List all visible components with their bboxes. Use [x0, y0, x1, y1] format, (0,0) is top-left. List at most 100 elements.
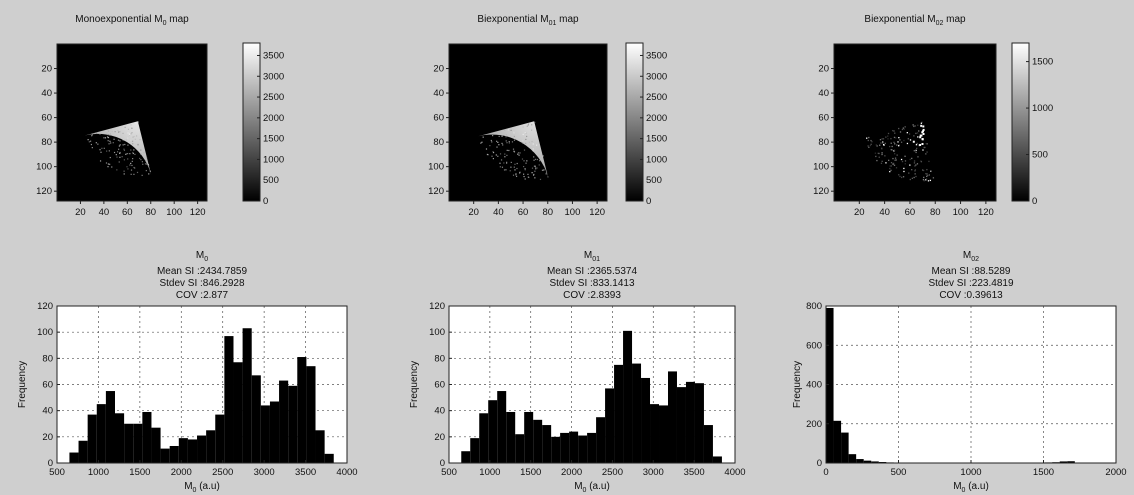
- histogram-x-axis-label-subscript: 0: [193, 487, 197, 494]
- map-pixel: [527, 124, 529, 126]
- map-pixel: [517, 153, 519, 155]
- map-pixel: [532, 148, 534, 150]
- map-pixel: [107, 136, 110, 139]
- histogram-y-tick-label: 400: [806, 380, 822, 391]
- map-pixel: [922, 179, 925, 181]
- map-pixel: [137, 143, 139, 146]
- map-pixel: [103, 137, 105, 139]
- map-pixel: [99, 148, 101, 151]
- map-pixel: [902, 127, 905, 129]
- map-pixel: [915, 149, 917, 152]
- map-pixel: [535, 144, 538, 146]
- map-pixel: [926, 175, 928, 178]
- map-title-base: Monoexponential M: [75, 14, 162, 25]
- histogram-bar: [269, 401, 280, 463]
- map-pixel: [127, 132, 129, 134]
- map-pixel: [915, 132, 917, 135]
- map-pixel: [500, 159, 503, 161]
- map-pixel: [909, 178, 911, 181]
- map-pixel: [867, 145, 869, 147]
- map-x-tick-label: 40: [493, 207, 504, 218]
- map-y-tick-label: 100: [36, 162, 52, 173]
- map-pixel: [106, 150, 108, 152]
- map-pixel: [107, 140, 109, 142]
- map-pixel: [519, 171, 521, 173]
- histogram-bar: [96, 404, 106, 463]
- map-pixel: [135, 135, 138, 137]
- map-pixel: [526, 135, 528, 137]
- histogram-bar: [461, 451, 471, 463]
- map-pixel: [890, 142, 892, 144]
- map-pixel: [127, 152, 129, 155]
- histogram-x-tick-label: 1000: [88, 467, 109, 478]
- map-pixel: [492, 151, 495, 154]
- map-pixel: [526, 160, 528, 162]
- map-pixel: [889, 170, 891, 173]
- map-x-tick-label: 100: [166, 207, 182, 218]
- map-pixel: [141, 161, 143, 163]
- map-pixel: [913, 125, 915, 128]
- map-pixel: [894, 157, 897, 159]
- map-pixel: [122, 139, 124, 141]
- map-pixel: [884, 142, 887, 145]
- colorbar-tick-label: 0: [646, 196, 651, 207]
- map-pixel: [881, 152, 883, 154]
- map-pixel: [106, 136, 109, 138]
- map-image: [834, 44, 996, 201]
- map-x-tick-label: 100: [953, 207, 969, 218]
- map-x-tick-label: 40: [879, 207, 890, 218]
- map-pixel-bright: [921, 131, 924, 134]
- map-pixel-bright: [919, 143, 922, 146]
- map-pixel: [911, 169, 913, 171]
- map-pixel: [140, 149, 142, 151]
- map-pixel: [536, 158, 538, 161]
- histogram-bar: [542, 425, 552, 463]
- map-pixel: [895, 167, 898, 169]
- histogram-stat-line: Mean SI :88.5289: [932, 266, 1011, 277]
- map-pixel: [915, 151, 917, 154]
- map-pixel: [533, 156, 535, 158]
- map-pixel: [534, 158, 537, 160]
- map-pixel: [531, 167, 534, 169]
- map-pixel: [513, 166, 515, 168]
- map-pixel: [888, 159, 890, 161]
- map-pixel: [119, 144, 121, 146]
- map-pixel: [128, 134, 130, 136]
- map-y-tick-label: 120: [813, 186, 829, 197]
- map-x-tick-label: 20: [75, 207, 86, 218]
- colorbar-tick-label: 1500: [263, 134, 284, 145]
- map-pixel: [99, 133, 101, 135]
- histogram-title-subscript: 01: [592, 256, 600, 263]
- histogram-y-tick-label: 120: [37, 301, 53, 312]
- map-pixel: [922, 169, 925, 172]
- histogram-bar: [260, 405, 270, 463]
- colorbar-tick-label: 1000: [1032, 103, 1053, 114]
- histogram-bar: [69, 452, 79, 463]
- colorbar-tick-label: 1500: [1032, 57, 1053, 68]
- histogram-title: M02: [963, 250, 979, 263]
- map-pixel: [907, 138, 909, 140]
- map-y-tick-label: 60: [41, 113, 52, 124]
- histogram-y-tick-label: 80: [434, 353, 445, 364]
- map-pixel: [904, 126, 906, 128]
- map-pixel: [133, 173, 135, 175]
- map-pixel: [131, 160, 133, 162]
- map-pixel: [870, 143, 872, 145]
- map-y-tick-label: 60: [433, 113, 444, 124]
- map-pixel: [117, 131, 120, 133]
- map-pixel: [144, 160, 147, 162]
- map-pixel: [925, 173, 927, 175]
- map-pixel: [503, 169, 506, 171]
- histogram-title-base: M: [196, 250, 204, 261]
- map-x-tick-label: 80: [542, 207, 553, 218]
- colorbar: [1011, 42, 1030, 202]
- map-pixel: [116, 151, 119, 153]
- histogram-bar: [187, 439, 198, 463]
- colorbar: [242, 42, 261, 202]
- map-pixel: [131, 132, 133, 134]
- histogram-x-tick-label: 2000: [171, 467, 192, 478]
- map-pixel: [898, 144, 900, 146]
- map-pixel: [145, 157, 148, 159]
- map-pixel: [510, 161, 512, 164]
- histogram-y-tick-label: 0: [48, 458, 53, 469]
